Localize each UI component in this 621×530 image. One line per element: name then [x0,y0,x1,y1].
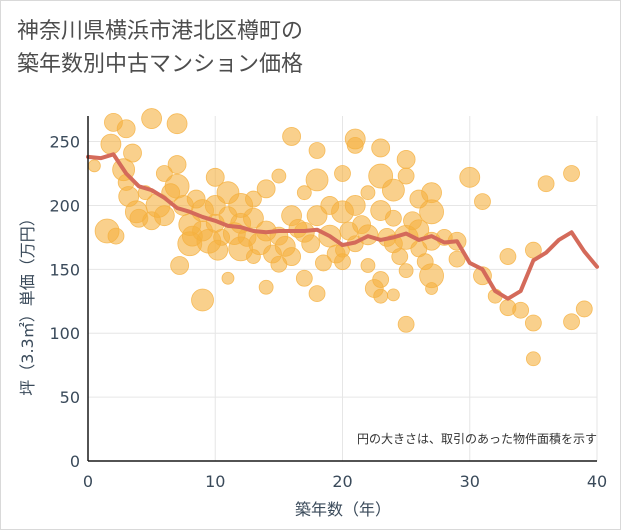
bubble-point [381,178,405,202]
bubble-point [575,300,593,318]
bubble-point [100,133,122,155]
bubble-point [448,250,466,268]
bubble-point [360,258,376,273]
bubble-point [512,301,530,319]
bubble-point [524,314,542,332]
bubble-point [107,227,125,245]
bubble-point [474,193,491,211]
bubble-point [459,166,481,188]
bubble-point [334,253,351,271]
chart-title: 神奈川県横浜市港北区樽町の 築年数別中古マンション価格 [17,15,577,81]
bubble-point [166,113,188,135]
bubble-point [499,248,517,265]
x-tick-label: 10 [205,472,225,491]
bubble-point [258,279,274,295]
x-axis-label: 築年数（年） [295,500,391,519]
y-tick-label: 250 [49,133,80,152]
bubble-point [141,108,163,129]
bubble-point [537,175,555,193]
bubble-point [221,271,235,285]
y-tick-label: 100 [49,324,80,343]
bubble-point [296,185,312,201]
bubble-point [334,165,351,182]
bubble-point [116,119,136,139]
bubble-point [346,136,364,154]
bubble-point [360,185,376,201]
x-tick-label: 20 [332,472,352,491]
bubble-point [419,199,444,225]
title-line-1: 神奈川県横浜市港北区樽町の [17,19,304,44]
bubble-point [391,248,409,265]
bubble-point [373,288,389,304]
bubble-point [271,168,287,184]
x-tick-label: 0 [83,472,93,491]
bubble-point [87,159,101,173]
bubble-point [372,271,390,288]
bubble-point [308,142,326,159]
x-tick-label: 40 [587,472,607,491]
bubble-point [397,315,415,333]
bubble-point [371,138,391,158]
bubble-point [386,288,400,302]
bubble-point [282,127,302,146]
bubble-point [245,190,262,208]
bubble-point [305,168,329,192]
bubble-point [256,179,276,199]
y-axis-label: 坪（3.3㎡）単価（万円） [18,210,37,395]
y-tick-label: 0 [70,452,80,471]
bubble-point [205,167,225,187]
bubble-point [563,165,580,182]
bubble-point [344,195,366,216]
y-tick-label: 150 [49,260,80,279]
y-tick-label: 50 [60,388,80,407]
bubble-point [295,269,313,287]
bubble-point [396,150,416,169]
bubble-point [170,256,190,275]
bubble-point [384,209,402,227]
size-annotation: 円の大きさは、取引のあった物件面積を示す [357,431,597,446]
bubble-point [525,351,541,367]
bubble-point [167,155,187,174]
trend-layer [86,152,599,301]
x-tick-label: 30 [460,472,480,491]
bubble-point [282,247,302,266]
bubble-layer [87,108,593,367]
y-tick-label: 200 [49,196,80,215]
bubble-point [191,288,214,312]
bubble-point [153,205,175,227]
bubble-point [563,313,580,331]
bubble-point [164,173,190,199]
bubble-point [308,285,326,303]
bubble-point [398,263,414,279]
title-line-2: 築年数別中古マンション価格 [17,52,304,77]
bubble-point [243,207,264,229]
bubble-point [397,167,415,185]
axes-layer: 0 50 100 150 200 250 0 10 20 30 40 [49,116,607,491]
bubble-point [123,143,142,163]
trend-line [86,152,599,301]
bubble-point [315,254,332,272]
bubble-point [301,234,321,254]
bubble-point [425,282,438,295]
